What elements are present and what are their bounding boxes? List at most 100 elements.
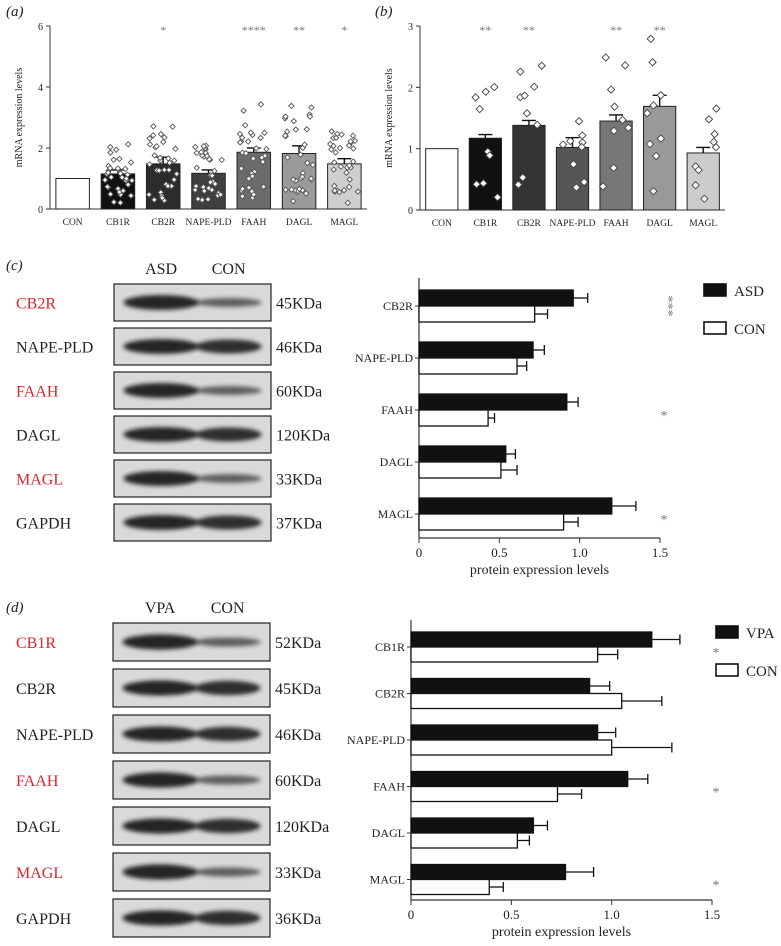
data-point	[298, 173, 306, 181]
lane-header: ASD	[145, 261, 177, 278]
molecular-weight-label: 45KDa	[275, 681, 321, 698]
y-tick-label: 2	[408, 83, 413, 94]
data-point	[338, 131, 345, 138]
data-point	[244, 138, 252, 145]
western-blot-c: ASD CON CB2R 45KDa NAPE-PLD 46KDa FAAH 60KDa DAG…	[16, 261, 330, 542]
data-point	[123, 175, 130, 182]
data-point	[238, 165, 245, 172]
blot-band	[194, 818, 261, 834]
data-point	[166, 159, 173, 167]
data-point	[160, 138, 167, 146]
bar-con	[410, 785, 559, 803]
data-point	[343, 169, 350, 176]
significance-mark: *	[661, 513, 668, 528]
protein-label: CB2R	[16, 296, 56, 313]
blot-band	[123, 339, 199, 354]
data-point	[566, 136, 575, 146]
bar-vpa	[410, 677, 591, 695]
significance-mark: **	[654, 23, 666, 37]
data-point	[572, 183, 581, 192]
data-point	[104, 183, 111, 191]
data-point	[211, 180, 219, 188]
data-point	[537, 61, 546, 70]
blot-band	[195, 427, 262, 442]
data-point	[618, 115, 627, 125]
data-point	[711, 143, 721, 152]
panel-label-a: (a)	[6, 4, 24, 20]
data-point	[247, 129, 255, 136]
data-point	[217, 191, 224, 198]
data-point	[331, 187, 338, 194]
data-point	[514, 180, 523, 189]
data-point	[149, 132, 157, 139]
data-point	[351, 137, 359, 145]
molecular-weight-label: 60KDa	[276, 384, 322, 401]
data-point	[153, 143, 160, 150]
data-point	[295, 185, 303, 193]
x-tick-label: 0	[416, 545, 423, 560]
protein-label: CB1R	[16, 635, 56, 652]
data-point	[200, 142, 207, 150]
bar-con	[410, 739, 613, 756]
x-tick-label: 1.0	[604, 907, 620, 922]
protein-label: GAPDH	[16, 516, 72, 533]
data-point	[284, 154, 291, 161]
blot-band	[122, 634, 198, 650]
x-tick-label: 1.5	[652, 545, 668, 560]
data-point	[529, 82, 539, 92]
x-tick-label: FAAH	[241, 218, 266, 228]
category-label: FAAH	[373, 780, 405, 794]
chart-c: 0 0.5 1.0 1.5 protein expression levels CB2R *…	[355, 278, 766, 578]
data-point	[694, 165, 703, 175]
data-point	[345, 183, 353, 191]
category-label: CB1R	[375, 640, 405, 654]
blot-band	[194, 867, 261, 877]
data-point	[651, 151, 661, 161]
significance-mark: *	[713, 879, 720, 894]
data-point	[172, 145, 179, 153]
data-point	[340, 186, 348, 194]
data-point	[112, 146, 120, 154]
data-point	[107, 190, 114, 198]
data-point	[472, 180, 481, 189]
data-point	[700, 194, 709, 204]
data-point	[250, 155, 257, 162]
data-point	[656, 90, 666, 100]
protein-label: GAPDH	[16, 911, 72, 928]
chart-d: 0 0.5 1.0 1.5 protein expression levels CB1R *…	[347, 620, 778, 940]
data-point	[308, 104, 315, 111]
blot-band	[122, 910, 198, 926]
y-tick-label: 1	[408, 145, 413, 156]
data-point	[349, 132, 357, 139]
blot-band	[194, 680, 261, 696]
protein-label: MAGL	[16, 472, 63, 489]
bar-vpa	[410, 724, 599, 741]
bar-con	[410, 646, 599, 663]
data-point	[290, 176, 297, 183]
x-tick-label: 0	[408, 907, 415, 922]
data-point	[610, 102, 619, 111]
molecular-weight-label: 45KDa	[276, 296, 322, 313]
data-point	[151, 196, 158, 204]
data-point	[331, 159, 338, 166]
data-point	[239, 185, 246, 193]
data-point	[110, 198, 118, 206]
data-point	[292, 126, 300, 133]
data-point	[207, 179, 214, 186]
data-point	[250, 191, 257, 198]
bar	[599, 120, 633, 211]
data-point	[155, 167, 163, 174]
bar-con	[410, 692, 623, 710]
protein-label: NAPE-PLD	[16, 727, 93, 744]
blot-band	[195, 474, 262, 483]
data-point	[481, 87, 491, 97]
data-point	[309, 161, 317, 169]
data-point	[146, 135, 153, 142]
data-point	[609, 126, 619, 136]
lane-header: CON	[211, 600, 245, 617]
bar-con	[418, 409, 489, 427]
x-tick-label: CON	[63, 218, 83, 228]
molecular-weight-label: 37KDa	[276, 516, 322, 533]
x-tick-label: CB1R	[473, 219, 497, 229]
data-point	[691, 180, 700, 190]
